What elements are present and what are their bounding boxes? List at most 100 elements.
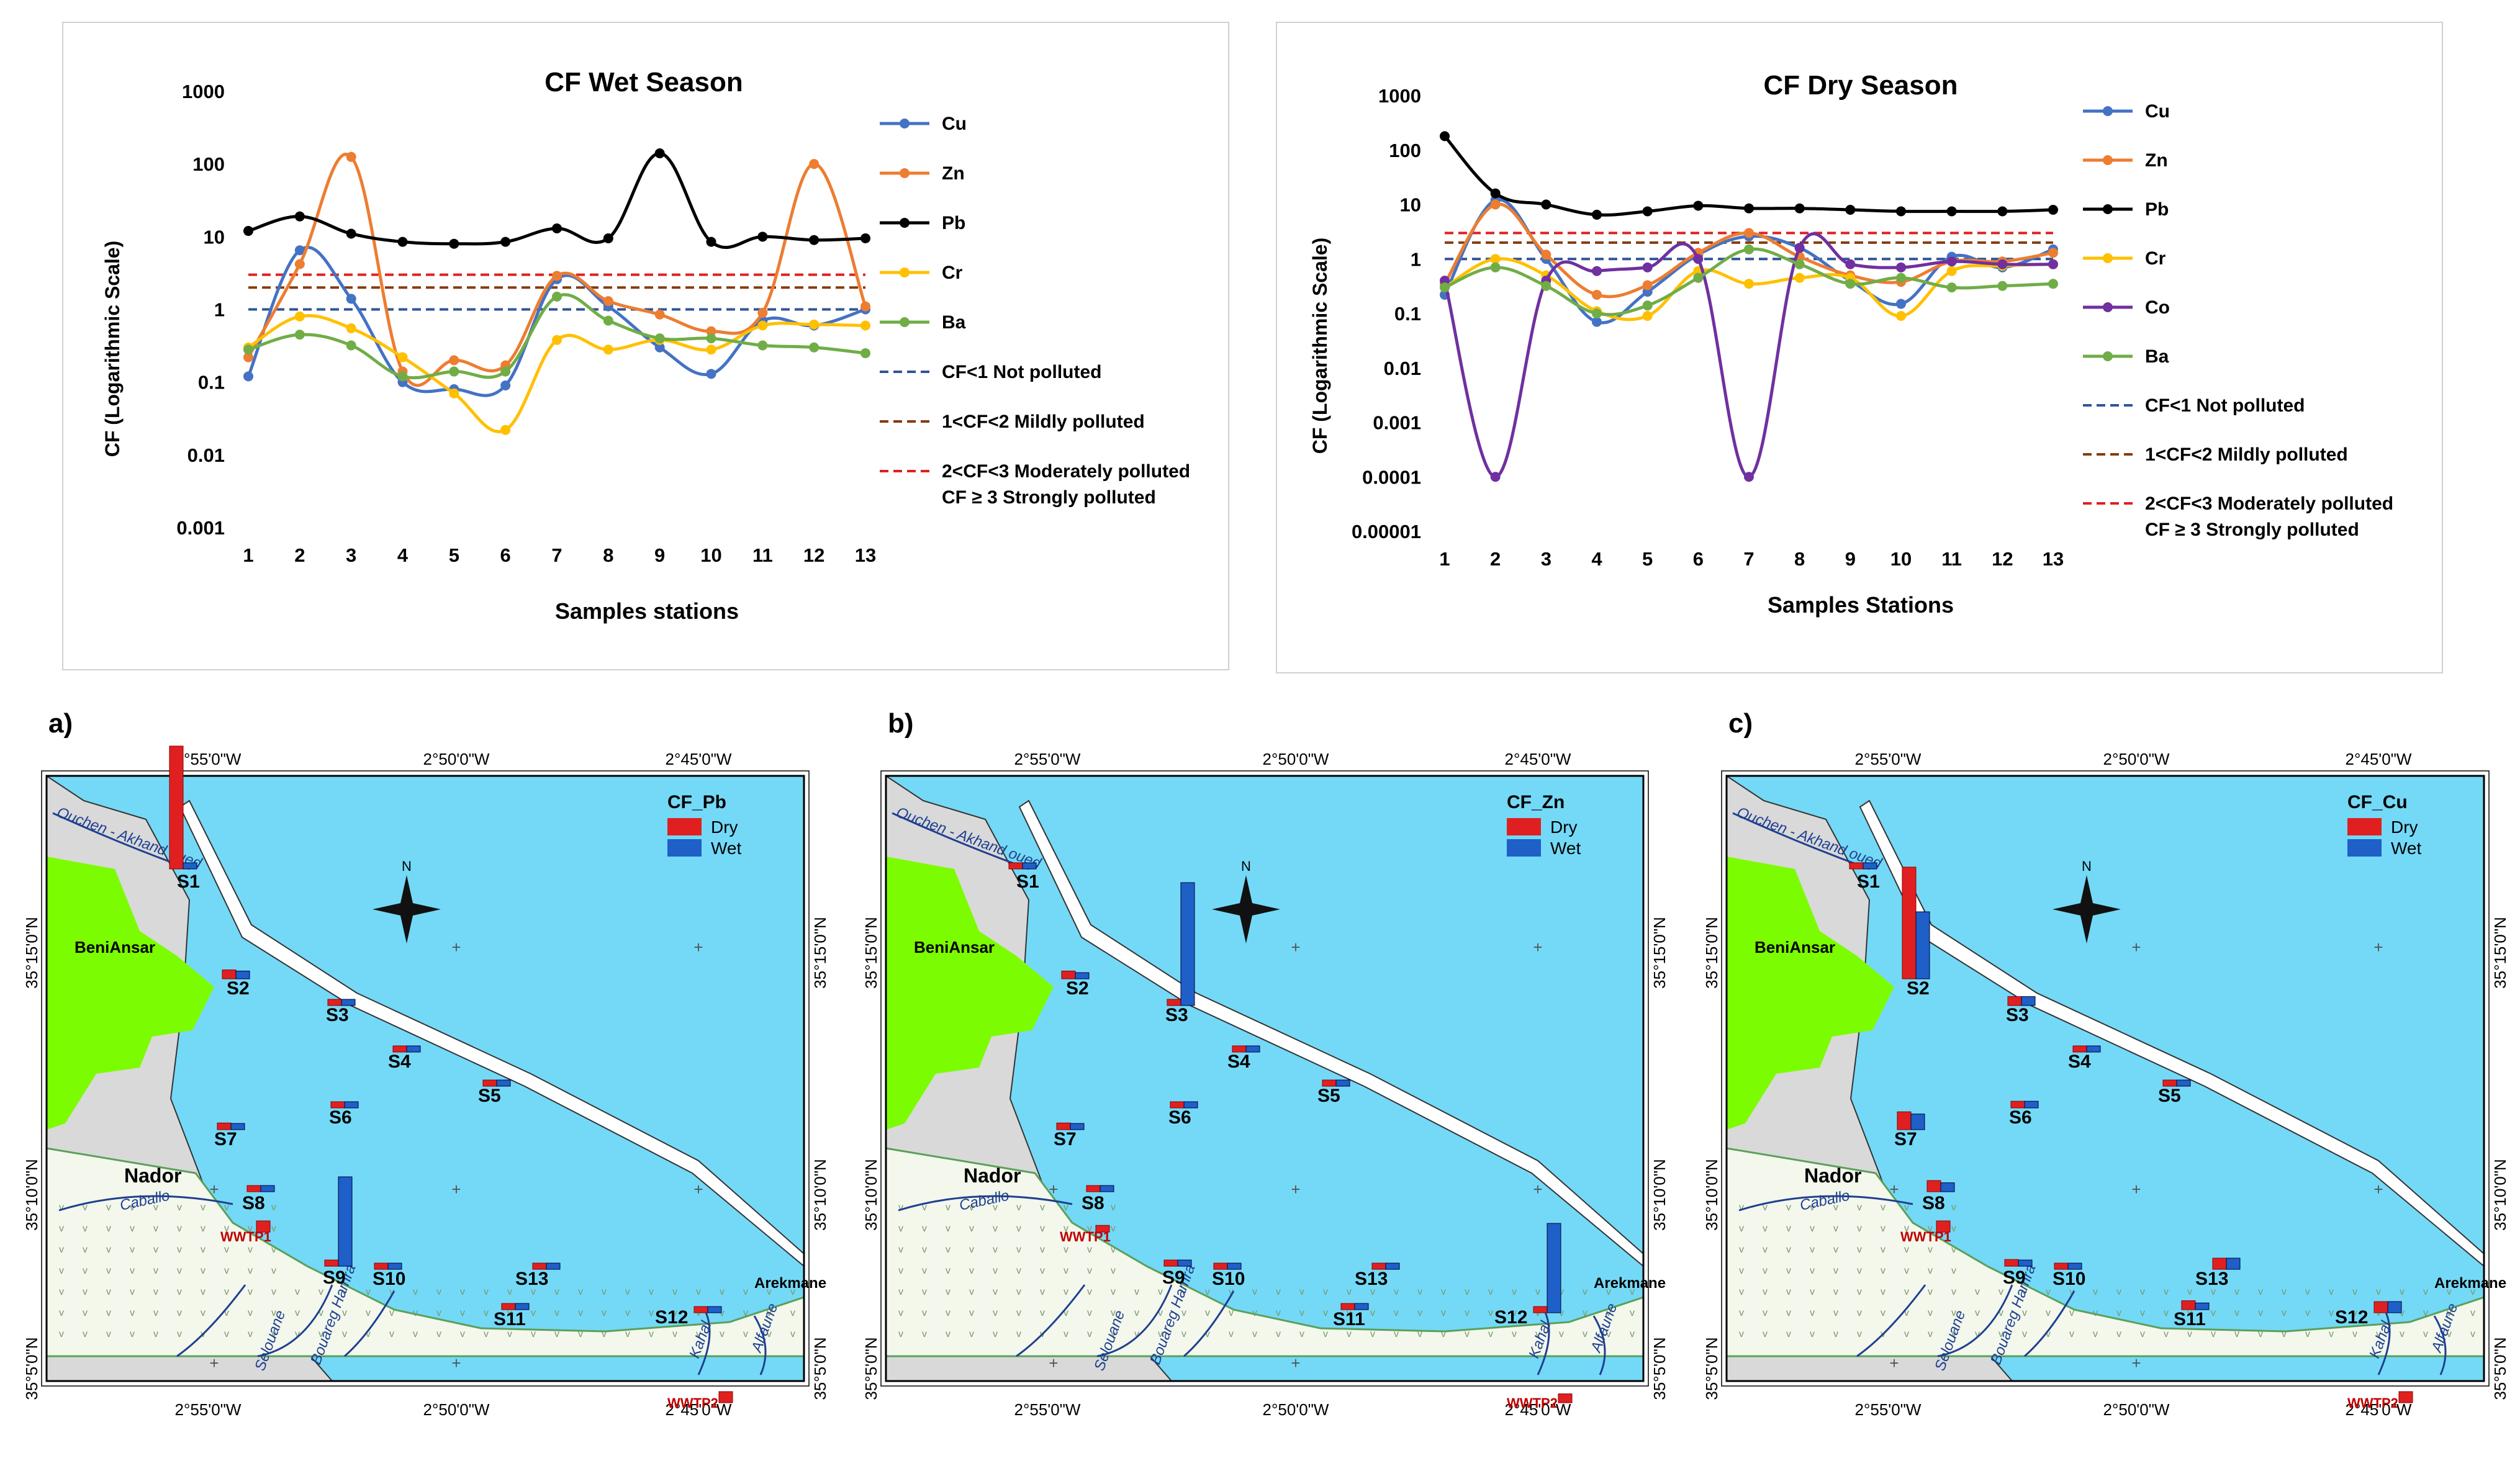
- town-label: Arekmane: [1594, 1275, 1666, 1292]
- plain-marker: v: [1583, 1287, 1587, 1297]
- data-point-co: [1896, 262, 1906, 272]
- data-point-pb: [860, 233, 870, 243]
- plain-marker: v: [1370, 1329, 1375, 1339]
- bar-wet: [1070, 1123, 1085, 1130]
- legend-label: Ba: [942, 312, 966, 333]
- plain-marker: v: [1252, 1308, 1257, 1318]
- plain-marker: v: [1134, 1308, 1139, 1318]
- station-label: S5: [1317, 1086, 1340, 1106]
- data-point-ba: [243, 344, 253, 355]
- y-tick-label: 10: [1400, 194, 1421, 216]
- y-tick-label: 1: [214, 299, 225, 321]
- bar-wet: [235, 970, 250, 979]
- x-axis-label: Samples stations: [555, 598, 739, 624]
- plain-marker: v: [2022, 1329, 2027, 1339]
- plain-marker: v: [1064, 1223, 1068, 1234]
- left-coord-label: 35°15'0"N: [862, 917, 880, 989]
- plain-marker: v: [946, 1329, 951, 1339]
- data-point-pb: [346, 228, 356, 239]
- data-point-ba: [809, 342, 820, 353]
- plain-marker: v: [1394, 1308, 1399, 1318]
- bar-wet: [1863, 862, 1877, 870]
- x-tick-label: 9: [654, 544, 665, 566]
- bottom-coord-label: 2°45'0"W: [1505, 1400, 1571, 1419]
- data-point-ba: [603, 315, 613, 326]
- station-label: S13: [2195, 1269, 2228, 1289]
- plain-marker: v: [2305, 1329, 2310, 1339]
- legend-wet-swatch: [667, 839, 702, 857]
- legend-label: Cr: [942, 263, 963, 283]
- station-label: S9: [1162, 1267, 1185, 1288]
- plain-marker: v: [720, 1329, 725, 1339]
- map-b: b)v v v v v v v v v vv v v v v v v v v vv v v v v v v v v vv v v v v v v v…: [862, 708, 1669, 1419]
- plain-marker: v: [625, 1287, 630, 1297]
- data-point-cr: [346, 323, 356, 333]
- plain-marker: v: [1252, 1329, 1257, 1339]
- plain-marker: v: [153, 1202, 158, 1213]
- plain-marker: v: [993, 1244, 998, 1255]
- plain-marker: v: [1786, 1308, 1791, 1318]
- data-point-cu: [1592, 317, 1602, 327]
- plain-marker: v: [578, 1308, 583, 1318]
- plain-marker: v: [1323, 1329, 1328, 1339]
- river-line: [2024, 1290, 2075, 1357]
- plain-marker: v: [531, 1287, 536, 1297]
- wwtp-label: WWTP2: [2347, 1395, 2398, 1411]
- map-body: v v v v v v v v v v v v v v v v v v v v v v v v v v v v v v v v v v v v v v v v…: [885, 775, 1645, 1382]
- plain-marker: v: [1833, 1266, 1838, 1276]
- plain-marker: v: [1904, 1308, 1909, 1318]
- legend-label: Cu: [2145, 101, 2170, 122]
- plain-marker: v: [342, 1329, 347, 1339]
- plain-marker: v: [1606, 1287, 1611, 1297]
- plain-marker: v: [460, 1329, 465, 1339]
- legend-threshold-label: 1<CF<2 Mildly polluted: [942, 412, 1145, 432]
- plain-marker: v: [59, 1308, 64, 1318]
- data-point-cr: [1744, 279, 1754, 289]
- plain-marker: v: [2164, 1308, 2169, 1318]
- plain-marker: v: [1810, 1266, 1815, 1276]
- plain-marker: v: [2423, 1308, 2428, 1318]
- data-point-pb: [1896, 206, 1906, 217]
- plain-marker: v: [1786, 1266, 1791, 1276]
- river-line: [697, 1309, 711, 1375]
- plain-marker: v: [271, 1287, 276, 1297]
- plain-marker: v: [1739, 1308, 1744, 1318]
- plain-marker: v: [1111, 1329, 1116, 1339]
- data-point-ba: [654, 333, 665, 344]
- plain-marker: v: [2140, 1287, 2145, 1297]
- series-line-pb: [1443, 135, 2054, 217]
- map-panel-a: a) v v v v v v v v v v v v v v v v v v v v v v v v v v v v v v v v v v v v v v…: [0, 695, 839, 1455]
- map-legend-title: CF_Zn: [1507, 792, 1565, 812]
- plain-marker: v: [2140, 1329, 2145, 1339]
- grid-cross: +: [209, 1354, 219, 1372]
- plain-marker: v: [1229, 1287, 1234, 1297]
- series-line-cr: [247, 314, 866, 433]
- plain-marker: v: [625, 1329, 630, 1339]
- bar-dry: [1533, 1306, 1548, 1313]
- y-tick-label: 0.1: [1394, 303, 1421, 325]
- data-point-pb: [294, 211, 305, 222]
- bottom-coord-label: 2°50'0"W: [1263, 1400, 1329, 1419]
- station-label: S4: [1227, 1051, 1250, 1072]
- x-axis-label: Samples Stations: [1768, 592, 1954, 618]
- map-frame: [45, 775, 805, 1382]
- bar-wet: [260, 1185, 275, 1192]
- data-point-co: [1794, 243, 1805, 253]
- legend-label: Co: [2145, 297, 2170, 318]
- plain-marker: v: [1158, 1308, 1163, 1318]
- plain-marker: v: [1739, 1287, 1744, 1297]
- river-line: [898, 1195, 1073, 1212]
- plain-marker: v: [2234, 1329, 2239, 1339]
- y-tick-label: 0.1: [198, 372, 225, 394]
- map-c: c)v v v v v v v v v vv v v v v v v v v vv v v v v v v v v vv v v v v v v v…: [1702, 708, 2509, 1419]
- grid-cross: +: [1889, 1354, 1899, 1372]
- plain-marker: v: [130, 1266, 135, 1276]
- map-legend-title: CF_Pb: [667, 792, 726, 812]
- x-tick-label: 10: [1890, 548, 1912, 570]
- grid-cross: +: [451, 938, 461, 956]
- x-tick-label: 13: [855, 544, 876, 566]
- plain-marker: v: [1881, 1223, 1885, 1234]
- plain-marker: v: [2164, 1287, 2169, 1297]
- x-tick-label: 5: [1642, 548, 1653, 570]
- data-point-ba: [1896, 272, 1906, 283]
